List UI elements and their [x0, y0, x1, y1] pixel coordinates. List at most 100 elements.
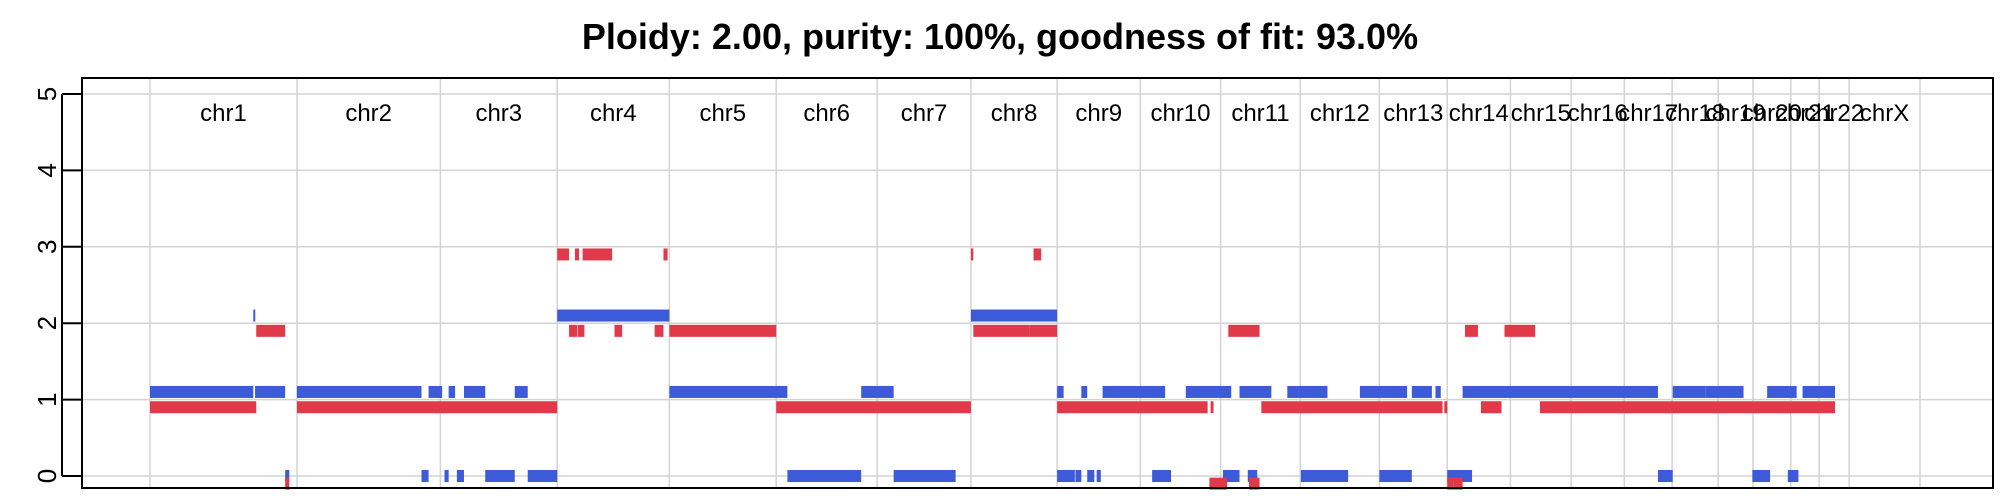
minor-allele-segment	[1228, 324, 1260, 337]
chromosome-label: chrX	[1860, 100, 1909, 127]
major-allele-segment	[1752, 470, 1771, 482]
major-allele-segment	[428, 385, 443, 398]
minor-allele-segment	[577, 324, 585, 337]
minor-allele-segment	[296, 401, 558, 414]
chromosome-label: chr16	[1568, 100, 1628, 127]
y-tick-label: 3	[32, 240, 62, 254]
major-allele-segment	[669, 385, 788, 398]
minor-allele-segment	[1029, 324, 1058, 337]
minor-allele-segment	[569, 324, 578, 337]
major-allele-segment	[1787, 470, 1799, 482]
minor-allele-segment	[669, 324, 777, 337]
major-allele-segment	[1705, 385, 1744, 398]
minor-allele-segment	[1033, 248, 1042, 261]
major-allele-segment	[1300, 470, 1349, 482]
major-allele-segment	[255, 385, 286, 398]
minor-allele-segment	[150, 401, 257, 414]
y-tick-label: 5	[32, 87, 62, 101]
minor-allele-segment	[1209, 477, 1228, 490]
minor-allele-segment	[776, 401, 971, 414]
chromosome-label: chr19	[1706, 100, 1766, 127]
y-tick-label: 4	[32, 163, 62, 177]
y-tick-label: 0	[32, 469, 62, 483]
chromosome-label: chr6	[803, 100, 850, 127]
chromosome-label: chr22	[1804, 100, 1864, 127]
chromosome-label: chr4	[590, 100, 637, 127]
y-tick-label: 1	[32, 392, 62, 406]
major-allele-segment	[1802, 385, 1836, 398]
major-allele-segment	[1102, 385, 1166, 398]
minor-allele-segment	[970, 248, 974, 261]
major-allele-segment	[456, 470, 464, 482]
major-allele-segment	[1287, 385, 1328, 398]
minor-allele-segment	[1444, 401, 1448, 414]
y-tick-label: 2	[32, 316, 62, 330]
major-allele-segment	[1152, 470, 1172, 482]
chromosome-label: chr15	[1511, 100, 1571, 127]
major-allele-segment	[557, 309, 670, 322]
major-allele-segment	[444, 470, 449, 482]
minor-allele-segment	[973, 324, 1030, 337]
minor-allele-segment	[1248, 477, 1260, 490]
minor-allele-segment	[1447, 477, 1454, 490]
major-allele-segment	[1435, 385, 1441, 398]
chromosome-label: chr21	[1775, 100, 1835, 127]
chromosome-label: chr20	[1742, 100, 1802, 127]
minor-allele-segment	[1453, 477, 1463, 490]
major-allele-segment	[1075, 470, 1082, 482]
major-allele-segment	[1359, 385, 1408, 398]
minor-allele-segment	[582, 248, 613, 261]
chromosome-label: chr11	[1231, 100, 1289, 127]
chart-title: Ploidy: 2.00, purity: 100%, goodness of …	[581, 16, 1419, 57]
minor-allele-segment	[654, 324, 664, 337]
minor-allele-segment	[1464, 324, 1478, 337]
major-allele-segment	[150, 385, 254, 398]
major-allele-segment	[1247, 470, 1258, 482]
major-allele-segment	[1657, 470, 1673, 482]
minor-allele-segment	[285, 477, 290, 490]
minor-allele-segment	[256, 324, 286, 337]
major-allele-segment	[1185, 385, 1232, 398]
major-allele-segment	[1096, 470, 1101, 482]
chromosome-label: chr1	[200, 100, 247, 127]
chromosome-label: chr17	[1618, 100, 1678, 127]
chromosome-label: chr2	[345, 100, 392, 127]
major-allele-segment	[1767, 385, 1797, 398]
minor-allele-segment	[1210, 401, 1214, 414]
major-allele-segment	[296, 385, 422, 398]
major-allele-segment	[485, 470, 515, 482]
major-allele-segment	[421, 470, 429, 482]
major-allele-segment	[1087, 470, 1095, 482]
major-allele-segment	[285, 470, 290, 482]
major-allele-segment	[514, 385, 528, 398]
major-allele-segment	[1239, 385, 1272, 398]
major-allele-segment	[1379, 470, 1412, 482]
minor-allele-segment	[1539, 401, 1836, 414]
minor-allele-segment	[574, 248, 580, 261]
plot-border	[81, 77, 1994, 489]
chromosome-label: chr3	[475, 100, 522, 127]
chromosome-label: chr9	[1075, 100, 1122, 127]
chromosome-label: chr18	[1665, 100, 1725, 127]
major-allele-segment	[1672, 385, 1706, 398]
chromosome-label: chr5	[699, 100, 746, 127]
minor-allele-segment	[1504, 324, 1536, 337]
major-allele-segment	[787, 470, 862, 482]
major-allele-segment	[253, 309, 256, 322]
major-allele-segment	[1057, 470, 1075, 482]
chromosome-label: chr10	[1150, 100, 1210, 127]
major-allele-segment	[1411, 385, 1432, 398]
chromosome-label: chr12	[1310, 100, 1370, 127]
major-allele-segment	[463, 385, 486, 398]
major-allele-segment	[1081, 385, 1088, 398]
major-allele-segment	[970, 309, 1058, 322]
chromosome-label: chr13	[1383, 100, 1443, 127]
minor-allele-segment	[663, 248, 668, 261]
minor-allele-segment	[1057, 401, 1208, 414]
chromosome-label: chr14	[1449, 100, 1509, 127]
major-allele-segment	[893, 470, 956, 482]
minor-allele-segment	[557, 248, 570, 261]
chromosome-label: chr7	[901, 100, 948, 127]
major-allele-segment	[861, 385, 894, 398]
